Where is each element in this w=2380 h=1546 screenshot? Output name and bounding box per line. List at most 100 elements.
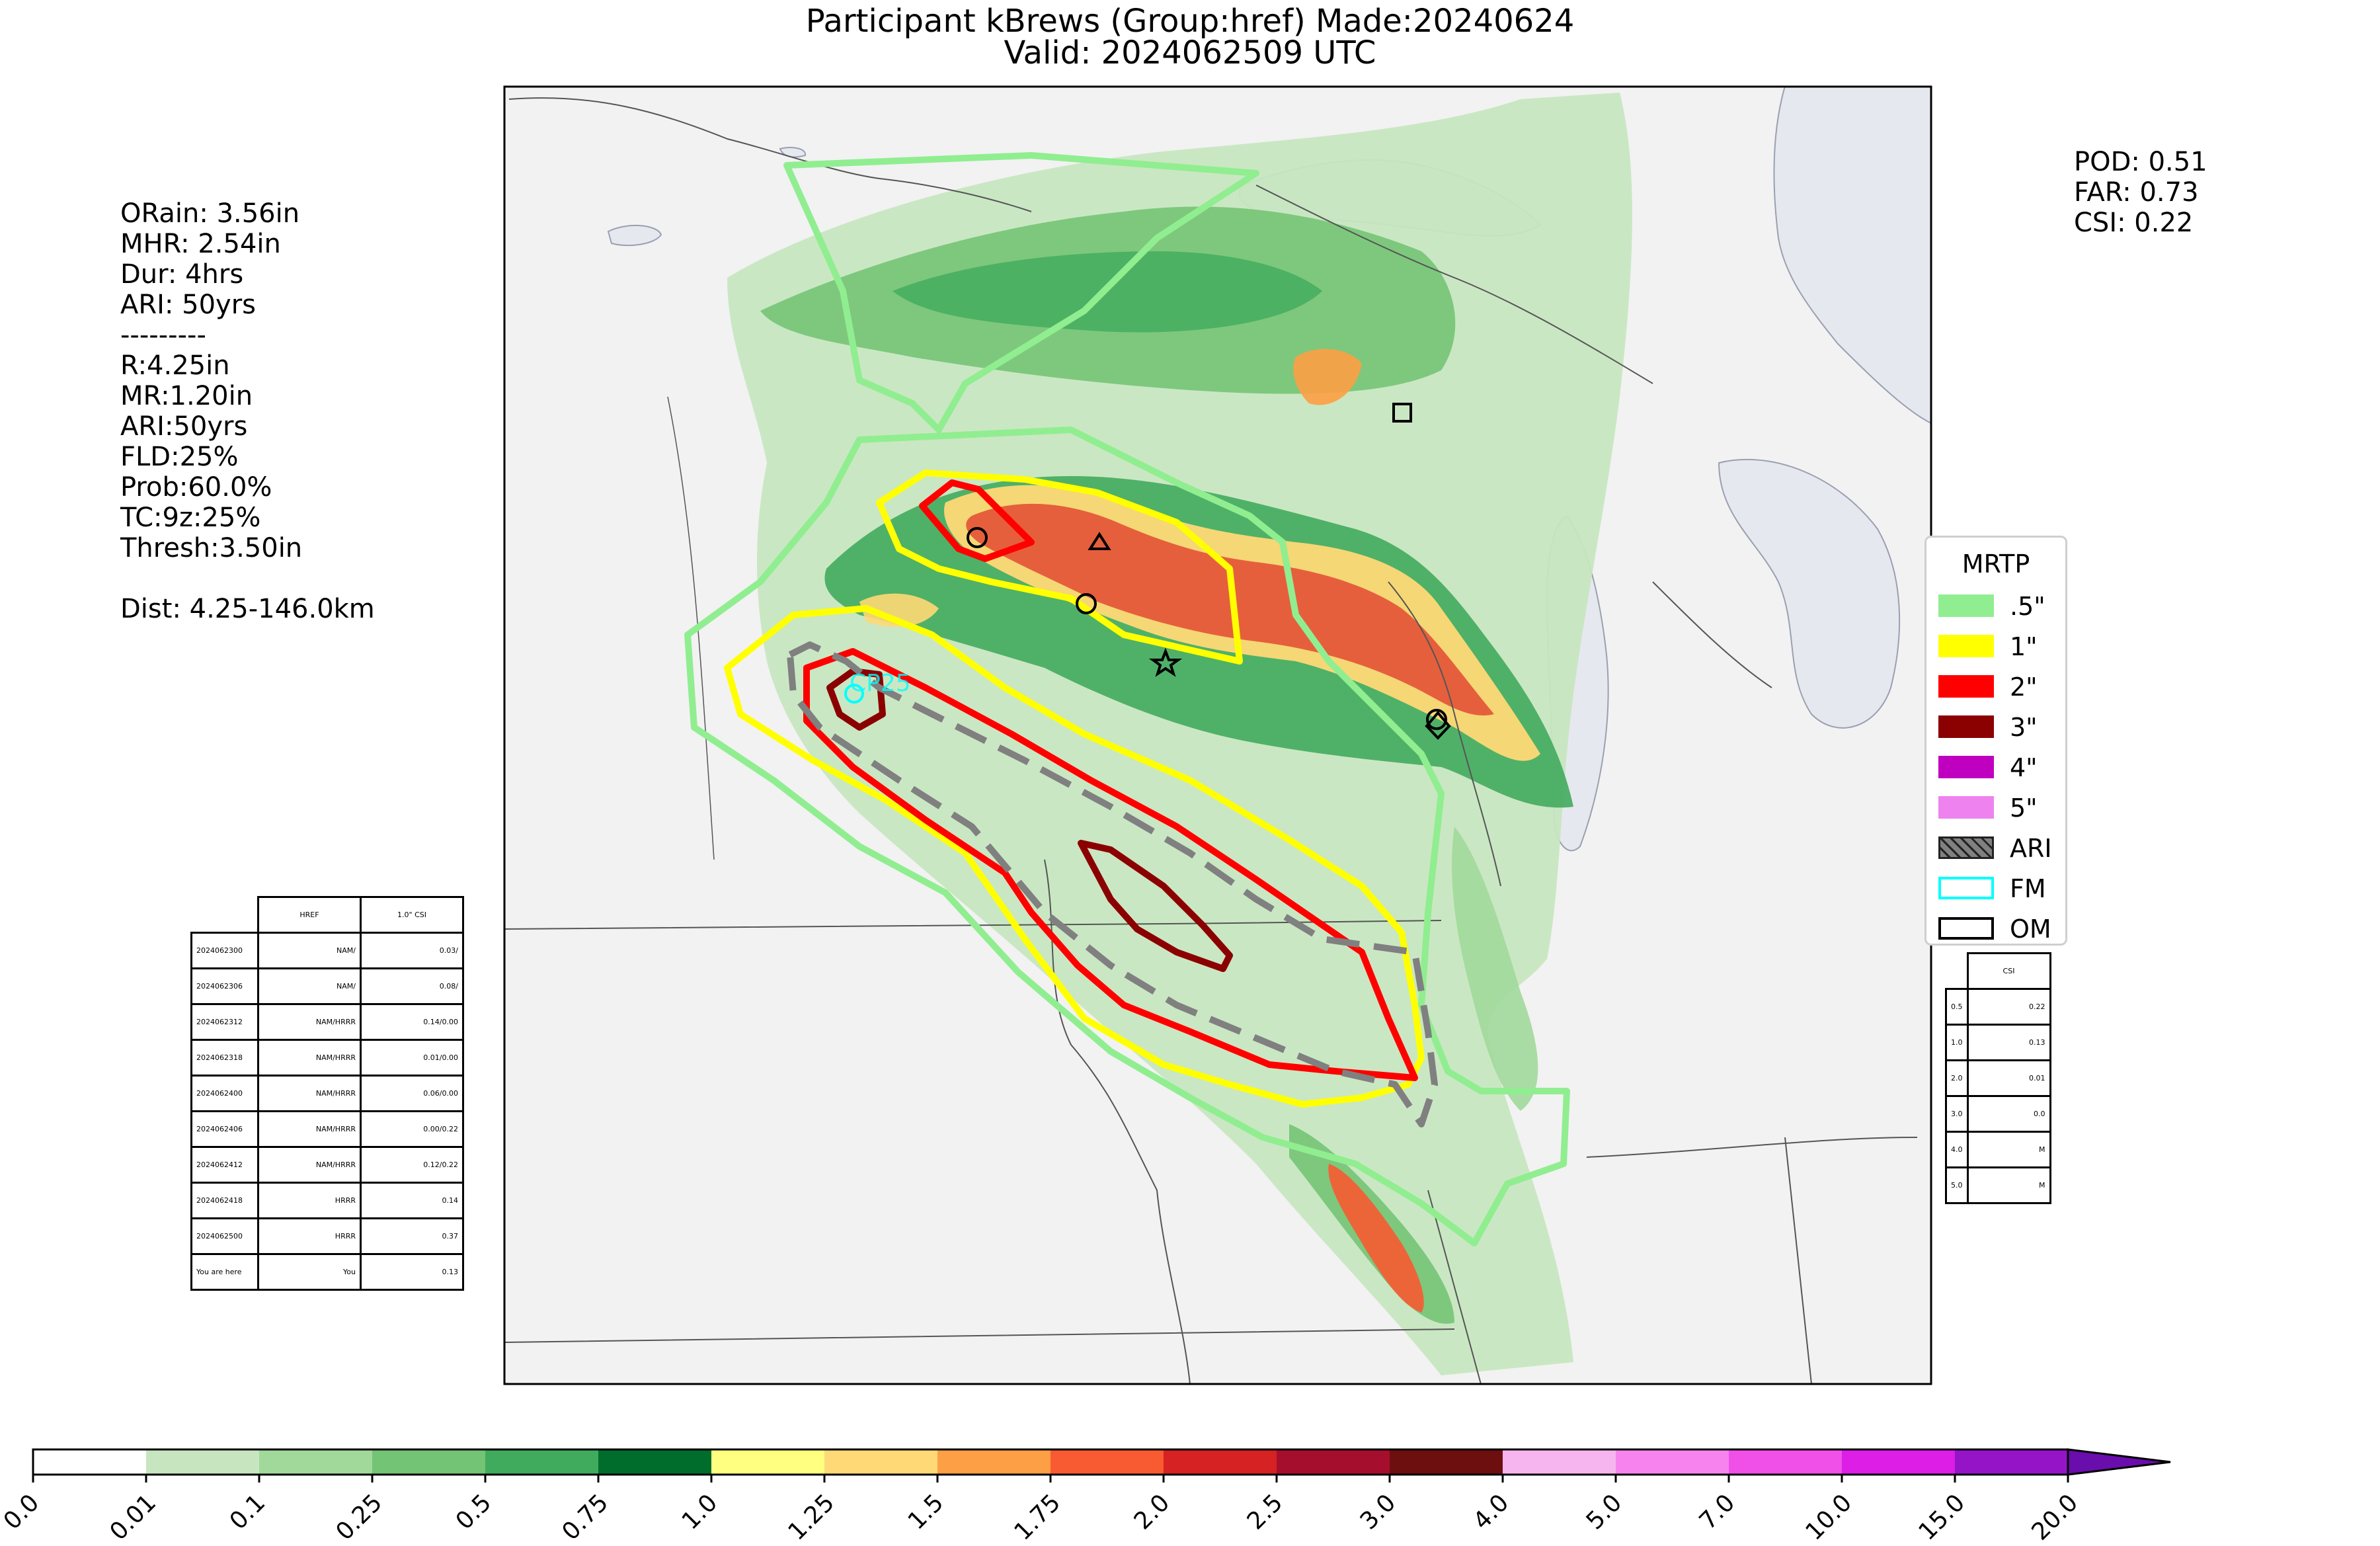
legend-label: ARI bbox=[2010, 834, 2052, 863]
table-cell: 0.03/ bbox=[360, 932, 464, 969]
table-cell: 0.01/0.00 bbox=[360, 1039, 464, 1077]
border-north bbox=[1255, 184, 1653, 384]
state-border-3 bbox=[1427, 1190, 1482, 1384]
table-row: 2024062418 HRRR 0.14 bbox=[190, 1182, 464, 1219]
colorbar-segment bbox=[33, 1449, 147, 1475]
stats-left-line: ARI:50yrs bbox=[120, 411, 248, 442]
contour-3in-central bbox=[1078, 840, 1233, 972]
table-cell: CSI bbox=[1966, 952, 2051, 990]
stats-left-line: MR:1.20in bbox=[120, 381, 253, 411]
table-cell: 2024062400 bbox=[190, 1075, 259, 1112]
stats-left-line: Dur: 4hrs bbox=[120, 259, 244, 290]
legend-swatch bbox=[1938, 675, 1994, 698]
table-cell: 0.06/0.00 bbox=[360, 1075, 464, 1112]
table-cell: 1.0" CSI bbox=[360, 896, 464, 934]
colorbar-segment bbox=[937, 1449, 1051, 1475]
table-header-row: CSI bbox=[1946, 952, 2051, 990]
table-cell: 0.22 bbox=[1966, 988, 2051, 1026]
stats-left-line: --------- bbox=[120, 320, 206, 350]
rain-field-west-yellow bbox=[859, 593, 939, 628]
table-cell: 0.00/0.22 bbox=[360, 1110, 464, 1148]
table-cell: 2024062500 bbox=[190, 1217, 259, 1255]
table-row: 4.0 M bbox=[1945, 1131, 2051, 1168]
table-row: 5.0 M bbox=[1945, 1166, 2051, 1204]
table-cell: 0.0 bbox=[1966, 1095, 2051, 1133]
legend-label: 4" bbox=[2010, 753, 2038, 782]
table-cell: 1.0 bbox=[1945, 1024, 1969, 1061]
stats-left-line: Dist: 4.25-146.0km bbox=[120, 594, 375, 624]
rain-field-south-core bbox=[1328, 1164, 1424, 1313]
table-cell: 2024062412 bbox=[190, 1146, 259, 1184]
colorbar-segment bbox=[598, 1449, 712, 1475]
colorbar-segment bbox=[259, 1449, 373, 1475]
om-star-marker bbox=[1148, 647, 1183, 677]
colorbar-segment bbox=[1390, 1449, 1503, 1475]
legend-swatch bbox=[1938, 877, 1994, 899]
table-row: 2024062312 NAM/HRRR 0.14/0.00 bbox=[190, 1003, 464, 1041]
table-row: 2024062406 NAM/HRRR 0.00/0.22 bbox=[190, 1110, 464, 1148]
rain-field-north-yellow bbox=[1293, 348, 1362, 405]
om-diamond-marker bbox=[1425, 710, 1451, 740]
colorbar-segment bbox=[711, 1449, 825, 1475]
model-csi-table: HREF 1.0" CSI 2024062300 NAM/0.03/202406230… bbox=[190, 896, 464, 1291]
table-cell: M bbox=[1966, 1166, 2051, 1204]
table-cell: M bbox=[1966, 1131, 2051, 1168]
table-cell: NAM/ bbox=[257, 967, 362, 1005]
table-row: 2024062306 NAM/0.08/ bbox=[190, 967, 464, 1005]
legend-label: 3" bbox=[2010, 713, 2038, 742]
stats-panel-right: POD: 0.51 FAR: 0.73 CSI: 0.22 bbox=[2074, 147, 2207, 238]
legend-label: 2" bbox=[2010, 672, 2038, 702]
contour-ari bbox=[787, 641, 1438, 1127]
intl-border bbox=[508, 97, 1032, 212]
table-cell: You are here bbox=[190, 1253, 259, 1291]
fm-marker bbox=[844, 684, 864, 704]
om-circle-marker-1 bbox=[967, 527, 988, 548]
state-border-7 bbox=[1388, 581, 1501, 887]
legend-label: 1" bbox=[2010, 632, 2038, 661]
stats-right-line: CSI: 0.22 bbox=[2074, 208, 2194, 238]
table-row: 0.5 0.22 bbox=[1945, 988, 2051, 1026]
table-row: 2024062400 NAM/HRRR 0.06/0.00 bbox=[190, 1075, 464, 1112]
table-cell: NAM/HRRR bbox=[257, 1146, 362, 1184]
colorbar bbox=[32, 1448, 2171, 1483]
colorbar-segment bbox=[824, 1449, 938, 1475]
table-cell: 2024062418 bbox=[190, 1182, 259, 1219]
legend-label: .5" bbox=[2010, 592, 2045, 621]
table-cell: 2024062306 bbox=[190, 967, 259, 1005]
stats-left-line: ORain: 3.56in bbox=[120, 198, 300, 229]
table-row: You are here You 0.13 bbox=[190, 1253, 464, 1291]
colorbar-segment bbox=[1051, 1449, 1164, 1475]
table-cell: HREF bbox=[257, 896, 362, 934]
title-line-2: Valid: 2024062509 UTC bbox=[1004, 34, 1376, 71]
legend-label: OM bbox=[2010, 915, 2051, 944]
table-cell: 0.13 bbox=[1966, 1024, 2051, 1061]
stats-left-line bbox=[120, 563, 375, 594]
legend-swatch bbox=[1938, 836, 1994, 859]
contour-0.5in-main bbox=[684, 427, 1570, 1246]
state-border-4 bbox=[1586, 1137, 1918, 1158]
colorbar-segment bbox=[1955, 1449, 2069, 1475]
contour-0.5in-north bbox=[783, 152, 1259, 433]
colorbar-segment bbox=[485, 1449, 599, 1475]
table-cell: NAM/HRRR bbox=[257, 1075, 362, 1112]
small-lake bbox=[607, 224, 662, 247]
title-line-1: Participant kBrews (Group:href) Made:202… bbox=[805, 3, 1575, 40]
legend-swatch bbox=[1938, 715, 1994, 738]
colorbar-segment bbox=[1164, 1449, 1277, 1475]
great-lakes-east bbox=[1773, 87, 1931, 425]
table-cell: 0.5 bbox=[1945, 988, 1969, 1026]
contour-2in-north bbox=[919, 479, 1035, 562]
lake-huron bbox=[1718, 458, 1901, 729]
river-border bbox=[1044, 859, 1191, 1384]
stats-right-line: FAR: 0.73 bbox=[2074, 177, 2199, 208]
table-cell: You bbox=[257, 1253, 362, 1291]
om-circle-marker-2 bbox=[1076, 593, 1097, 614]
fm-marker-label: CP25 bbox=[850, 670, 911, 697]
stats-panel-left: ORain: 3.56in MHR: 2.54in Dur: 4hrs ARI: 50… bbox=[120, 198, 375, 624]
state-border-5 bbox=[1784, 1137, 1812, 1384]
table-cell: 5.0 bbox=[1945, 1166, 1969, 1204]
table-cell: NAM/HRRR bbox=[257, 1110, 362, 1148]
table-cell: 2024062406 bbox=[190, 1110, 259, 1148]
table-cell: 0.37 bbox=[360, 1217, 464, 1255]
threshold-csi-table: CSI 0.5 0.22 1.0 0.13 2.0 0.01 3.0 0.0 4.0 M 5.0 M bbox=[1945, 952, 2051, 1204]
